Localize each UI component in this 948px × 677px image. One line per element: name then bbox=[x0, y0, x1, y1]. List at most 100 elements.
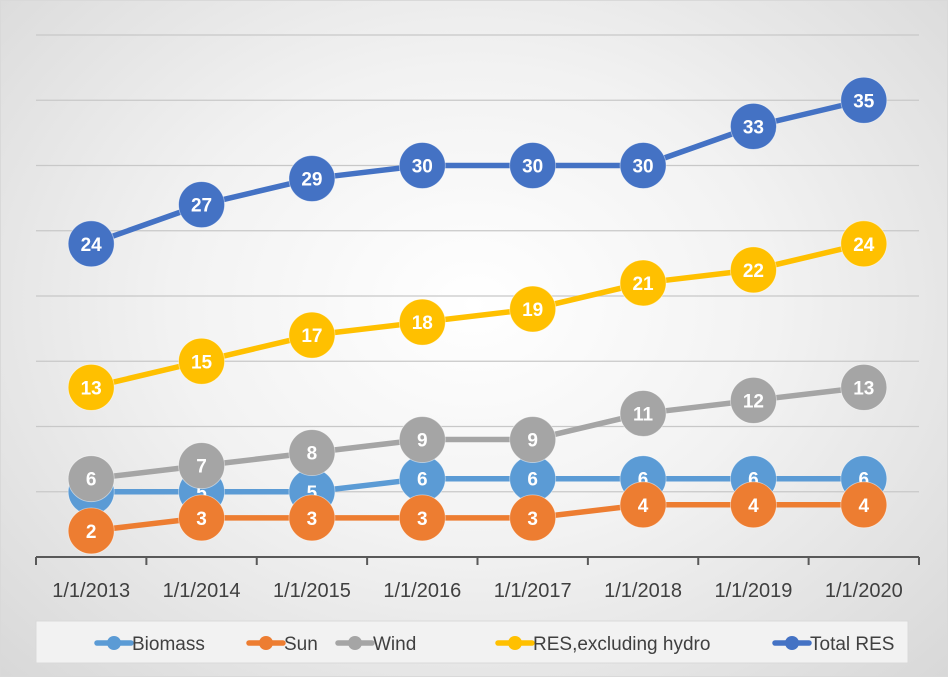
data-point-sun bbox=[730, 481, 777, 529]
data-label-total-res: 29 bbox=[301, 170, 322, 191]
data-point-wind bbox=[619, 390, 667, 437]
x-tick-label: 1/1/2016 bbox=[383, 580, 461, 602]
legend-entry-biomass: Biomass bbox=[94, 634, 205, 655]
x-tick-label: 1/1/2013 bbox=[52, 580, 130, 602]
x-tick-label: 1/1/2020 bbox=[825, 580, 903, 602]
data-point-res-excluding-hydro bbox=[398, 298, 446, 346]
data-point-wind bbox=[178, 442, 225, 490]
data-label-wind: 6 bbox=[86, 470, 97, 491]
series-total-res: 24 27 29 30 30 30 33 35 bbox=[67, 76, 888, 268]
data-label-wind: 11 bbox=[633, 404, 654, 425]
data-label-res-excluding-hydro: 22 bbox=[743, 261, 764, 282]
data-label-biomass: 6 bbox=[638, 470, 649, 491]
legend-marker-biomass bbox=[107, 636, 121, 650]
data-point-wind bbox=[840, 363, 888, 411]
data-point-sun bbox=[840, 481, 888, 529]
data-label-sun: 3 bbox=[417, 509, 428, 530]
data-label-res-excluding-hydro: 19 bbox=[522, 300, 543, 321]
data-point-total-res bbox=[178, 181, 225, 229]
data-point-res-excluding-hydro bbox=[288, 311, 336, 359]
legend-label-total-res: Total RES bbox=[810, 634, 894, 655]
x-tick-label: 1/1/2018 bbox=[604, 580, 682, 602]
data-point-total-res bbox=[619, 142, 667, 189]
data-label-wind: 9 bbox=[417, 431, 428, 452]
data-label-wind: 12 bbox=[743, 391, 764, 412]
legend-label-biomass: Biomass bbox=[132, 634, 205, 655]
data-point-total-res bbox=[509, 142, 557, 189]
data-point-wind bbox=[398, 416, 446, 463]
data-point-total-res bbox=[840, 76, 888, 124]
data-label-sun: 3 bbox=[527, 509, 538, 530]
data-point-total-res bbox=[730, 102, 777, 150]
data-label-total-res: 30 bbox=[632, 157, 653, 178]
data-point-sun bbox=[67, 507, 115, 555]
data-point-res-excluding-hydro bbox=[840, 220, 888, 268]
data-label-biomass: 6 bbox=[748, 470, 759, 491]
data-point-res-excluding-hydro bbox=[509, 285, 557, 333]
data-point-total-res bbox=[288, 155, 336, 202]
data-point-wind bbox=[67, 455, 115, 503]
data-label-total-res: 30 bbox=[412, 157, 433, 178]
data-label-wind: 7 bbox=[196, 457, 207, 478]
x-tick-label: 1/1/2017 bbox=[494, 580, 572, 602]
data-point-sun bbox=[619, 481, 667, 529]
data-label-sun: 4 bbox=[638, 496, 649, 517]
data-label-wind: 9 bbox=[527, 431, 538, 452]
legend-label-res-excluding-hydro: RES,excluding hydro bbox=[533, 634, 710, 655]
legend-label-wind: Wind bbox=[373, 634, 416, 655]
data-point-sun bbox=[288, 494, 336, 542]
data-label-total-res: 27 bbox=[191, 196, 212, 217]
data-label-sun: 2 bbox=[86, 522, 97, 543]
data-point-total-res bbox=[398, 142, 446, 189]
data-point-sun bbox=[509, 494, 557, 542]
data-label-biomass: 6 bbox=[527, 470, 538, 491]
legend-marker-total-res bbox=[785, 636, 799, 650]
x-tick-label: 1/1/2015 bbox=[273, 580, 351, 602]
series-sun: 2 3 3 3 3 4 4 4 bbox=[67, 481, 888, 555]
data-point-wind bbox=[288, 429, 336, 477]
data-point-wind bbox=[730, 376, 777, 424]
data-label-sun: 3 bbox=[196, 509, 207, 530]
data-label-sun: 3 bbox=[307, 509, 318, 530]
data-label-total-res: 24 bbox=[81, 235, 103, 256]
data-label-res-excluding-hydro: 24 bbox=[853, 235, 875, 256]
legend-marker-sun bbox=[259, 636, 273, 650]
data-label-wind: 8 bbox=[307, 444, 318, 465]
data-label-biomass: 6 bbox=[417, 470, 428, 491]
data-label-sun: 4 bbox=[748, 496, 759, 517]
data-label-sun: 4 bbox=[859, 496, 870, 517]
data-label-wind: 13 bbox=[853, 378, 874, 399]
data-point-sun bbox=[178, 494, 225, 542]
data-point-res-excluding-hydro bbox=[730, 246, 777, 294]
data-label-res-excluding-hydro: 13 bbox=[81, 378, 102, 399]
series-wind: 6 7 8 9 9 11 12 13 bbox=[67, 363, 888, 503]
data-point-total-res bbox=[67, 220, 115, 268]
legend-label-sun: Sun bbox=[284, 634, 318, 655]
data-label-res-excluding-hydro: 17 bbox=[301, 326, 322, 347]
x-tick-label: 1/1/2019 bbox=[715, 580, 793, 602]
series-res-excluding-hydro: 13 15 17 18 19 21 22 24 bbox=[67, 220, 888, 411]
legend-marker-res-excluding-hydro bbox=[508, 636, 522, 650]
x-tick-label: 1/1/2014 bbox=[163, 580, 241, 602]
data-point-wind bbox=[509, 416, 557, 463]
legend: Biomass Sun Wind RES,excluding hydro Total R… bbox=[35, 620, 909, 664]
data-label-biomass: 5 bbox=[307, 483, 318, 504]
data-label-res-excluding-hydro: 18 bbox=[412, 313, 433, 334]
data-point-res-excluding-hydro bbox=[619, 259, 667, 307]
data-point-res-excluding-hydro bbox=[178, 337, 225, 385]
data-label-res-excluding-hydro: 21 bbox=[632, 274, 654, 295]
data-label-total-res: 35 bbox=[853, 91, 875, 112]
legend-box bbox=[35, 620, 909, 664]
legend-entry-wind: Wind bbox=[335, 634, 416, 655]
legend-entry-sun: Sun bbox=[246, 634, 318, 655]
legend-marker-wind bbox=[348, 636, 362, 650]
data-point-sun bbox=[398, 494, 446, 542]
series-group: 5556666623333444678991112131315171819212… bbox=[67, 76, 888, 555]
data-label-total-res: 30 bbox=[522, 157, 543, 178]
data-label-res-excluding-hydro: 15 bbox=[191, 352, 213, 373]
data-label-biomass: 5 bbox=[196, 483, 207, 504]
legend-entry-total-res: Total RES bbox=[772, 634, 894, 655]
data-point-res-excluding-hydro bbox=[67, 363, 115, 411]
